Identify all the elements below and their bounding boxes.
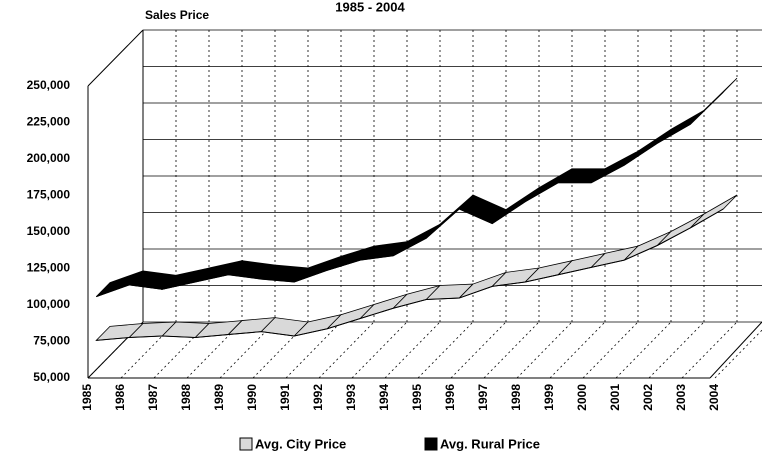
- ribbon-segment: [623, 231, 672, 261]
- x-tick-label: 1995: [410, 384, 424, 411]
- grid-line: [417, 321, 474, 379]
- chart-title: 1985 - 2004: [335, 0, 405, 14]
- x-tick-label: 1989: [212, 384, 226, 411]
- x-tick-label: 2004: [707, 384, 721, 411]
- grid-line: [648, 321, 705, 379]
- y-tick-label: 100,000: [27, 297, 71, 311]
- grid-line: [351, 321, 408, 379]
- axis-line: [709, 321, 762, 379]
- y-tick-label: 150,000: [27, 224, 71, 238]
- x-tick-label: 1991: [278, 384, 292, 411]
- x-tick-label: 1985: [80, 384, 94, 411]
- y-tick-label: 75,000: [33, 334, 70, 348]
- x-tick-label: 1990: [245, 384, 259, 411]
- grid-line: [318, 321, 375, 379]
- x-tick-label: 2003: [674, 384, 688, 411]
- ribbon-segment: [491, 187, 540, 224]
- ribbon-segment: [656, 213, 705, 246]
- ribbon-segment: [689, 194, 738, 229]
- legend-label: Avg. Rural Price: [440, 436, 540, 451]
- y-axis-label: Sales Price: [145, 8, 209, 22]
- x-tick-label: 2001: [608, 384, 622, 411]
- grid-line: [285, 321, 342, 379]
- y-tick-label: 225,000: [27, 115, 71, 129]
- ribbon-segment: [623, 128, 672, 166]
- y-tick-label: 50,000: [33, 370, 70, 384]
- legend-swatch: [239, 437, 253, 451]
- x-tick-label: 1986: [113, 384, 127, 411]
- y-tick-label: 175,000: [27, 188, 71, 202]
- ribbon-segment: [392, 223, 441, 257]
- series-line: [96, 208, 724, 341]
- grid-line: [681, 321, 738, 379]
- y-tick-label: 250,000: [27, 78, 71, 92]
- series-line: [96, 91, 724, 298]
- x-tick-label: 1994: [377, 384, 391, 411]
- grid-line: [483, 321, 540, 379]
- ribbon-segment: [656, 109, 705, 144]
- x-tick-label: 1992: [311, 384, 325, 411]
- legend-label: Avg. City Price: [255, 436, 346, 451]
- grid-line: [714, 329, 762, 379]
- grid-line: [516, 321, 573, 379]
- x-tick-label: 1988: [179, 384, 193, 411]
- grid-line: [615, 321, 672, 379]
- legend-swatch: [424, 437, 438, 451]
- x-tick-label: 1997: [476, 384, 490, 411]
- x-tick-label: 2002: [641, 384, 655, 411]
- ribbon-segment: [524, 168, 573, 203]
- axis-line: [87, 29, 144, 87]
- y-tick-label: 125,000: [27, 261, 71, 275]
- grid-line: [384, 321, 441, 379]
- x-tick-label: 1999: [542, 384, 556, 411]
- grid-line: [582, 321, 639, 379]
- x-tick-label: 1993: [344, 384, 358, 411]
- x-tick-label: 1987: [146, 384, 160, 411]
- y-tick-label: 200,000: [27, 151, 71, 165]
- x-tick-label: 1996: [443, 384, 457, 411]
- x-tick-label: 1998: [509, 384, 523, 411]
- grid-line: [549, 321, 606, 379]
- ribbon-segment: [590, 150, 639, 184]
- x-tick-label: 2000: [575, 384, 589, 411]
- grid-line: [450, 321, 507, 379]
